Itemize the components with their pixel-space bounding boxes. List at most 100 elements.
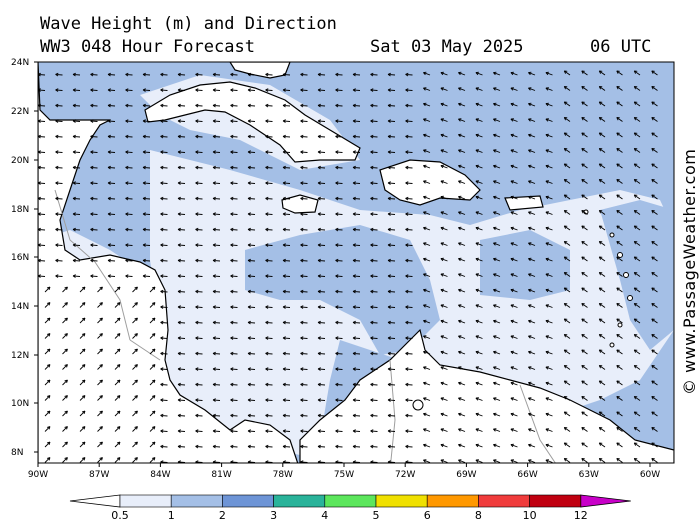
wave-arrow <box>177 368 186 370</box>
wave-arrow-head <box>598 225 602 229</box>
wave-arrow <box>352 368 361 370</box>
wave-arrow <box>370 120 378 122</box>
wave-arrow-head <box>510 459 514 463</box>
wave-arrow-head <box>107 213 111 216</box>
wave-arrow <box>651 86 658 91</box>
wave-arrow-head <box>64 302 68 304</box>
wave-arrow-head <box>134 410 138 413</box>
wave-arrow <box>387 151 396 153</box>
wave-arrow <box>247 197 256 200</box>
wave-arrow-head <box>99 333 103 335</box>
island <box>617 322 623 328</box>
wave-arrow <box>38 135 46 138</box>
wave-arrow <box>335 275 343 277</box>
wave-arrow <box>581 272 588 277</box>
wave-arrow <box>38 89 46 91</box>
wave-arrow <box>125 259 133 262</box>
wave-arrow <box>90 244 98 246</box>
wave-arrow-head <box>212 244 216 247</box>
wave-arrow-head <box>370 244 374 247</box>
wave-arrow <box>423 397 431 401</box>
wave-arrow <box>370 321 378 324</box>
wave-arrow <box>247 244 256 246</box>
wave-arrow-head <box>616 194 619 198</box>
wave-arrow <box>440 72 448 76</box>
wave-arrow-head <box>265 368 269 371</box>
wave-arrow <box>370 290 378 293</box>
wave-arrow-head <box>81 317 86 320</box>
wave-arrow-head <box>440 165 444 169</box>
wave-arrow-head <box>581 318 584 322</box>
wave-arrow <box>370 399 378 401</box>
wave-arrow <box>247 166 256 169</box>
wave-arrow <box>634 396 641 401</box>
wave-arrow-head <box>230 260 234 263</box>
wave-arrow <box>352 430 361 432</box>
scale-swatch <box>170 494 223 508</box>
island <box>412 399 424 411</box>
wave-arrow <box>599 86 606 91</box>
wave-arrow <box>212 461 221 463</box>
wave-arrow <box>387 399 396 401</box>
wave-arrow-head <box>440 335 444 339</box>
wave-arrow <box>370 445 378 448</box>
wave-arrow <box>352 73 361 76</box>
wave-arrow-head <box>265 384 269 387</box>
wave-arrow-head <box>651 225 654 229</box>
wave-arrow-head <box>177 275 181 278</box>
wave-arrow-head <box>370 415 374 418</box>
wave-arrow <box>440 428 448 432</box>
wave-arrow <box>142 73 151 76</box>
wave-arrow-head <box>300 368 304 371</box>
wave-arrow <box>581 349 588 355</box>
wave-arrow <box>581 303 588 308</box>
scale-label: 6 <box>424 509 431 522</box>
forecast-subtitle: WW3 048 Hour Forecast <box>40 37 255 57</box>
wave-arrow-head <box>405 322 409 325</box>
wave-arrow <box>475 227 483 231</box>
wave-arrow-head <box>581 442 584 446</box>
wave-arrow-head <box>55 74 59 77</box>
wave-arrow-head <box>230 353 234 356</box>
wave-arrow-head <box>493 211 496 215</box>
wave-arrow <box>317 321 326 324</box>
wave-arrow <box>352 151 361 153</box>
wave-arrow <box>599 256 606 262</box>
wave-arrow-head <box>440 134 444 138</box>
wave-arrow-head <box>493 304 496 308</box>
wave-arrow-head <box>423 227 426 231</box>
wave-arrow-head <box>177 151 181 154</box>
wave-arrow <box>160 182 168 184</box>
wave-arrow-head <box>616 396 619 400</box>
scale-swatch <box>375 494 428 508</box>
wave-arrow-head <box>265 89 269 92</box>
wave-arrow-head <box>300 291 304 294</box>
wave-arrow-head <box>352 353 356 356</box>
wave-arrow <box>160 399 168 401</box>
wave-arrow <box>107 151 116 153</box>
wave-arrow <box>564 365 571 370</box>
wave-arrow <box>195 368 203 370</box>
wave-arrow <box>300 151 308 153</box>
wave-arrow <box>458 273 466 277</box>
wave-arrow-head <box>265 260 269 263</box>
wave-arrow <box>177 414 186 417</box>
wave-arrow <box>352 352 361 355</box>
wave-arrow-head <box>125 182 129 185</box>
wave-arrow <box>195 275 203 277</box>
wave-arrow <box>247 445 256 448</box>
wave-arrow-head <box>405 368 409 371</box>
wave-arrow-head <box>177 229 181 232</box>
wave-arrow <box>300 89 308 91</box>
wave-arrow-head <box>230 198 234 201</box>
wave-arrow-head <box>528 242 531 246</box>
wave-arrow-head <box>475 335 479 339</box>
wave-arrow <box>265 259 273 262</box>
wave-arrow <box>475 382 483 386</box>
wave-arrow-head <box>195 229 199 232</box>
wave-arrow <box>564 334 571 339</box>
wave-arrow-head <box>90 229 94 232</box>
wave-arrow <box>114 302 121 308</box>
wave-arrow <box>72 120 81 122</box>
